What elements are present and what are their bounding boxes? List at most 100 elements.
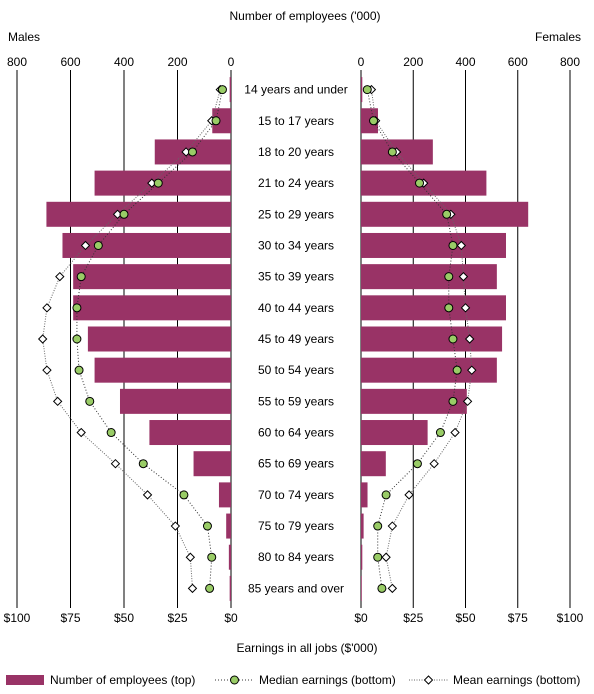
top-tick-label-left: 200	[167, 55, 187, 69]
male-median-earnings-point	[76, 272, 86, 282]
top-tick-label-left: 0	[228, 55, 235, 69]
female-median-earnings-point	[448, 334, 458, 344]
category-label: 60 to 64 years	[258, 426, 334, 440]
females-label: Females	[535, 30, 581, 44]
category-label: 15 to 17 years	[258, 114, 334, 128]
female-mean-earnings-point	[467, 365, 477, 375]
chart-title: Number of employees ('000)	[229, 9, 380, 23]
category-label: 40 to 44 years	[258, 301, 334, 315]
category-label: 30 to 34 years	[258, 238, 334, 252]
bottom-tick-label-right: $50	[455, 611, 475, 625]
category-label: 14 years and under	[244, 83, 347, 97]
male-median-earnings-point	[106, 428, 116, 438]
male-employees-bar	[226, 513, 231, 539]
category-label: 18 to 20 years	[258, 145, 334, 159]
male-mean-earnings-point	[80, 240, 91, 251]
male-employees-bar	[229, 575, 231, 601]
male-median-earnings-point	[72, 334, 82, 344]
category-label: 70 to 74 years	[258, 488, 334, 502]
category-label: 85 years and over	[248, 581, 344, 595]
bottom-tick-label-left: $100	[4, 611, 31, 625]
female-employees-bar	[361, 513, 364, 539]
female-median-earnings-point	[387, 147, 397, 157]
male-median-earnings-point	[138, 459, 148, 469]
bottom-tick-label-left: $25	[167, 611, 187, 625]
female-employees-bar	[361, 420, 428, 446]
bottom-tick-label-right: $0	[354, 611, 368, 625]
category-labels: 14 years and under 15 to 17 years 18 to 20…	[244, 83, 347, 596]
male-employees-bar	[62, 232, 231, 258]
female-mean-earnings-point	[387, 583, 398, 594]
male-median-earnings-point	[93, 240, 103, 250]
male-median-earnings-point	[187, 147, 197, 157]
male-mean-earnings-point	[110, 458, 121, 469]
female-employees-bar	[361, 264, 497, 290]
bottom-axis-title: Earnings in all jobs ($'000)	[236, 641, 377, 655]
males-label: Males	[8, 30, 40, 44]
male-mean-earnings-point	[76, 427, 86, 438]
top-tick-label-right: 200	[403, 55, 423, 69]
male-mean-earnings-point	[170, 521, 181, 531]
female-employees-bar	[361, 544, 363, 570]
bottom-tick-label-right: $100	[557, 611, 584, 625]
female-mean-earnings-point	[462, 396, 473, 407]
female-median-earnings-point	[412, 459, 422, 469]
category-label: 35 to 39 years	[258, 270, 334, 284]
male-mean-earnings-point	[187, 583, 198, 594]
male-median-earnings-point	[207, 552, 217, 562]
male-mean-earnings-point	[42, 303, 52, 313]
male-median-earnings-line	[76, 89, 223, 589]
male-employees-bar	[212, 108, 231, 134]
category-label: 80 to 84 years	[258, 550, 334, 564]
category-label: 55 to 59 years	[258, 394, 334, 408]
male-employees-bar	[46, 201, 231, 227]
female-employees-bar	[361, 295, 506, 321]
male-employees-bar	[73, 264, 231, 290]
female-employees-bar	[361, 482, 368, 508]
female-mean-earnings-point	[456, 240, 467, 251]
legend-marker-mean	[423, 675, 434, 685]
top-tick-label-right: 400	[455, 55, 475, 69]
male-mean-earnings-point	[42, 365, 52, 375]
category-label: 65 to 69 years	[258, 457, 334, 471]
bottom-tick-label-left: $50	[114, 611, 134, 625]
male-mean-earnings-point	[37, 334, 48, 344]
male-employees-bar	[228, 544, 231, 570]
female-median-earnings-point	[362, 85, 372, 95]
male-median-earnings-point	[202, 521, 212, 531]
top-tick-labels: 800 600 400 200 0 0 200 400 600 800	[7, 55, 580, 69]
legend: Number of employees (top) Median earnings…	[6, 673, 580, 687]
female-median-earnings-point	[377, 583, 387, 593]
female-mean-earnings-point	[458, 271, 469, 282]
male-employees-bar	[193, 451, 231, 477]
female-mean-earnings-point	[404, 490, 414, 500]
female-mean-earnings-point	[387, 521, 398, 531]
female-mean-earnings-point	[464, 334, 475, 344]
male-median-earnings-point	[72, 303, 82, 313]
bottom-tick-label-right: $75	[508, 611, 528, 625]
category-label: 45 to 49 years	[258, 332, 334, 346]
male-employees-bar	[218, 482, 231, 508]
female-median-earnings-point	[442, 209, 452, 219]
female-employees-bar	[361, 575, 362, 601]
female-median-earnings-point	[444, 303, 454, 313]
male-employees-bar	[149, 420, 231, 446]
category-label: 75 to 79 years	[258, 519, 334, 533]
male-mean-earnings-point	[142, 490, 153, 500]
category-label: 50 to 54 years	[258, 363, 334, 377]
category-label: 25 to 29 years	[258, 207, 334, 221]
male-median-earnings-point	[119, 209, 129, 219]
legend-marker-median	[230, 675, 239, 685]
female-mean-earnings-point	[450, 427, 460, 438]
female-median-earnings-point	[373, 552, 383, 562]
male-employees-bar	[94, 357, 231, 383]
bottom-tick-label-left: $75	[60, 611, 80, 625]
female-employees-bar	[361, 232, 506, 258]
female-median-earnings-point	[415, 178, 425, 188]
legend-label-median: Median earnings (bottom)	[259, 673, 396, 687]
male-median-earnings-point	[85, 396, 95, 406]
female-median-earnings-point	[373, 521, 383, 531]
top-tick-label-right: 800	[560, 55, 580, 69]
bottom-tick-label-left: $0	[224, 611, 238, 625]
